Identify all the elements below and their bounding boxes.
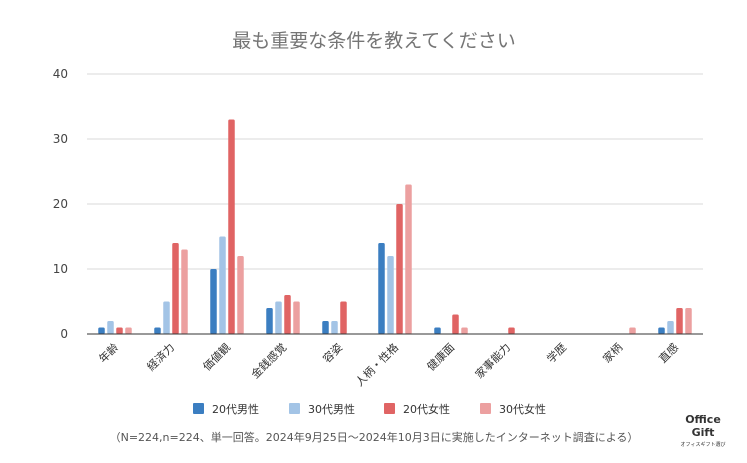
bar: [210, 269, 217, 334]
x-tick-label: 年齢: [96, 340, 121, 365]
footnote: （N=224,n=224、単一回答。2024年9月25日～2024年10月3日に…: [110, 430, 639, 444]
legend-label: 20代男性: [212, 402, 259, 416]
bar: [676, 308, 683, 334]
bar: [284, 295, 291, 334]
bars: [98, 119, 692, 334]
bar: [378, 243, 385, 334]
bar: [331, 321, 338, 334]
x-tick-label: 価値観: [200, 340, 233, 373]
x-tick-label: 金銭感覚: [248, 340, 289, 381]
bar: [434, 327, 441, 334]
legend-swatch: [193, 403, 204, 414]
x-tick-label: 経済力: [144, 340, 177, 373]
y-axis-ticks: 0 10 20 30 40: [53, 67, 68, 341]
legend-label: 20代女性: [403, 402, 450, 416]
bar: [396, 204, 403, 334]
bar: [293, 301, 300, 334]
legend-swatch: [480, 403, 491, 414]
bar: [452, 314, 459, 334]
legend-label: 30代女性: [499, 402, 546, 416]
bar: [172, 243, 179, 334]
bar: [508, 327, 515, 334]
bar: [107, 321, 114, 334]
gridlines: [87, 73, 703, 270]
y-tick-label: 30: [53, 132, 68, 146]
x-tick-label: 容姿: [320, 340, 345, 365]
legend: 20代男性 30代男性 20代女性 30代女性: [193, 402, 546, 416]
bar: [629, 327, 636, 334]
bar: [685, 308, 692, 334]
y-tick-label: 0: [60, 327, 68, 341]
bar: [163, 301, 170, 334]
bar: [116, 327, 123, 334]
bar: [154, 327, 161, 334]
bar: [219, 236, 226, 334]
bar: [275, 301, 282, 334]
logo-line1: Office: [685, 413, 721, 426]
office-gift-logo: Office Gift オフィスギフト選び: [681, 413, 726, 448]
x-tick-label: 健康面: [424, 340, 457, 373]
bar: [125, 327, 132, 334]
x-tick-label: 人柄・性格: [352, 340, 401, 389]
chart-title: 最も重要な条件を教えてください: [232, 30, 515, 52]
y-tick-label: 40: [53, 67, 68, 81]
bar: [181, 249, 188, 334]
x-tick-label: 直感: [656, 340, 681, 365]
bar: [387, 256, 394, 334]
legend-swatch: [384, 403, 395, 414]
legend-swatch: [289, 403, 300, 414]
bar: [658, 327, 665, 334]
x-tick-label: 家事能力: [472, 340, 513, 381]
x-tick-label: 家柄: [600, 340, 625, 365]
bar: [322, 321, 329, 334]
bar: [266, 308, 273, 334]
bar: [228, 119, 235, 334]
legend-label: 30代男性: [308, 402, 355, 416]
bar: [405, 184, 412, 334]
logo-line2: Gift: [692, 426, 715, 439]
x-tick-label: 学歴: [544, 340, 569, 365]
bar: [98, 327, 105, 334]
x-axis-ticks: 年齢 経済力 価値観 金銭感覚 容姿 人柄・性格 健康面 家事能力 学歴 家柄 直感: [96, 340, 681, 389]
y-tick-label: 20: [53, 197, 68, 211]
bar: [461, 327, 468, 334]
logo-tagline: オフィスギフト選び: [681, 441, 726, 448]
bar: [237, 256, 244, 334]
bar: [340, 301, 347, 334]
bar: [667, 321, 674, 334]
y-tick-label: 10: [53, 262, 68, 276]
